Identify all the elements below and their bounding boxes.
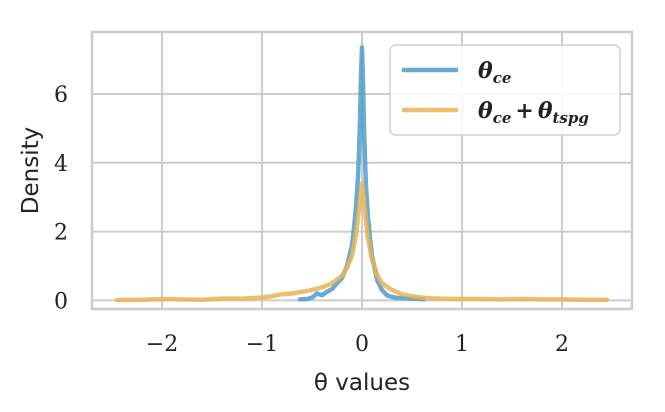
series-line-2 (114, 181, 610, 303)
x-tick-label: −2 (146, 332, 178, 357)
x-axis-label: θ values (314, 370, 410, 396)
y-tick-label: 2 (54, 221, 68, 246)
y-tick-label: 0 (54, 289, 68, 314)
legend-label-2: θce + θtspg (478, 98, 589, 127)
x-tick-label: −1 (246, 332, 278, 357)
y-tick-label: 6 (54, 83, 68, 108)
legend-label-1: θce (478, 58, 511, 87)
tick-labels: −2 −1 0 1 2 0 2 4 6 (54, 83, 569, 357)
legend: θce θce + θtspg (389, 44, 621, 136)
x-tick-label: 0 (355, 332, 369, 357)
y-tick-label: 4 (54, 152, 68, 177)
axes-frame (90, 30, 634, 311)
y-axis-label: Density (18, 127, 44, 214)
legend-box (389, 44, 621, 136)
x-tick-label: 1 (455, 332, 469, 357)
plot-frame (90, 30, 634, 311)
series-layer (114, 45, 610, 303)
x-tick-label: 2 (555, 332, 569, 357)
series-line-1 (297, 45, 427, 302)
